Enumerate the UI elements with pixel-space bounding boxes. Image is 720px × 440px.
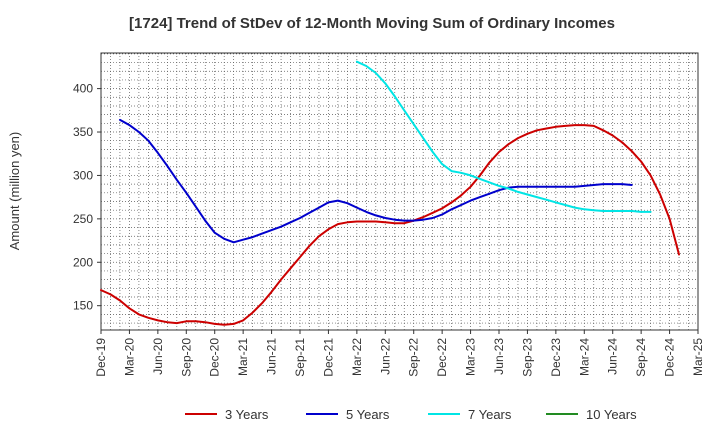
x-tick-label: Dec-23: [549, 338, 563, 377]
series-lines: [100, 60, 680, 326]
x-tick-label: Sep-20: [179, 338, 193, 377]
legend-label-10-years: 10 Years: [586, 407, 637, 422]
x-tick-label: Dec-20: [208, 338, 222, 377]
legend: 3 Years 5 Years 7 Years 10 Years: [185, 407, 637, 422]
x-tick-label: Jun-22: [378, 338, 392, 375]
x-tick-label: Mar-25: [691, 338, 705, 376]
y-axis-label: Amount (million yen): [7, 132, 22, 251]
x-tick-label: Mar-22: [350, 338, 364, 376]
x-tick-label: Jun-23: [492, 338, 506, 375]
x-tick-label: Mar-21: [236, 338, 250, 376]
x-tick-label: Jun-21: [265, 338, 279, 375]
x-tick-label: Sep-22: [407, 338, 421, 377]
y-tick-label: 400: [73, 82, 93, 96]
legend-label-3-years: 3 Years: [225, 407, 269, 422]
x-tick-label: Dec-19: [94, 338, 108, 377]
x-tick-label: Mar-24: [577, 338, 591, 376]
x-tick-label: Sep-23: [520, 338, 534, 377]
x-tick-label: Dec-21: [321, 338, 335, 377]
y-tick-label: 150: [73, 299, 93, 313]
x-tick-label: Dec-22: [435, 338, 449, 377]
y-tick-label: 250: [73, 212, 93, 226]
x-tick-label: Mar-20: [122, 338, 136, 376]
x-axis: Dec-19 Mar-20 Jun-20 Sep-20 Dec-20 Mar-21 Jun-…: [94, 330, 705, 377]
y-tick-label: 300: [73, 168, 93, 182]
grid: [101, 53, 698, 330]
x-tick-label: Sep-21: [293, 338, 307, 377]
chart-title: [1724] Trend of StDev of 12-Month Moving…: [129, 15, 615, 32]
series-line-3-years: [100, 124, 680, 326]
x-tick-label: Jun-20: [151, 338, 165, 375]
y-axis: 150 200 250 300 350 400: [73, 82, 101, 313]
y-tick-label: 200: [73, 255, 93, 269]
series-line-5-years: [119, 118, 633, 244]
plot-area: [100, 52, 699, 331]
x-tick-label: Mar-23: [464, 338, 478, 376]
legend-label-5-years: 5 Years: [346, 407, 390, 422]
x-tick-label: Dec-24: [663, 338, 677, 377]
x-tick-label: Sep-24: [634, 338, 648, 377]
y-tick-label: 350: [73, 125, 93, 139]
x-tick-label: Jun-24: [606, 338, 620, 375]
series-line-7-years: [355, 60, 652, 213]
legend-label-7-years: 7 Years: [468, 407, 512, 422]
